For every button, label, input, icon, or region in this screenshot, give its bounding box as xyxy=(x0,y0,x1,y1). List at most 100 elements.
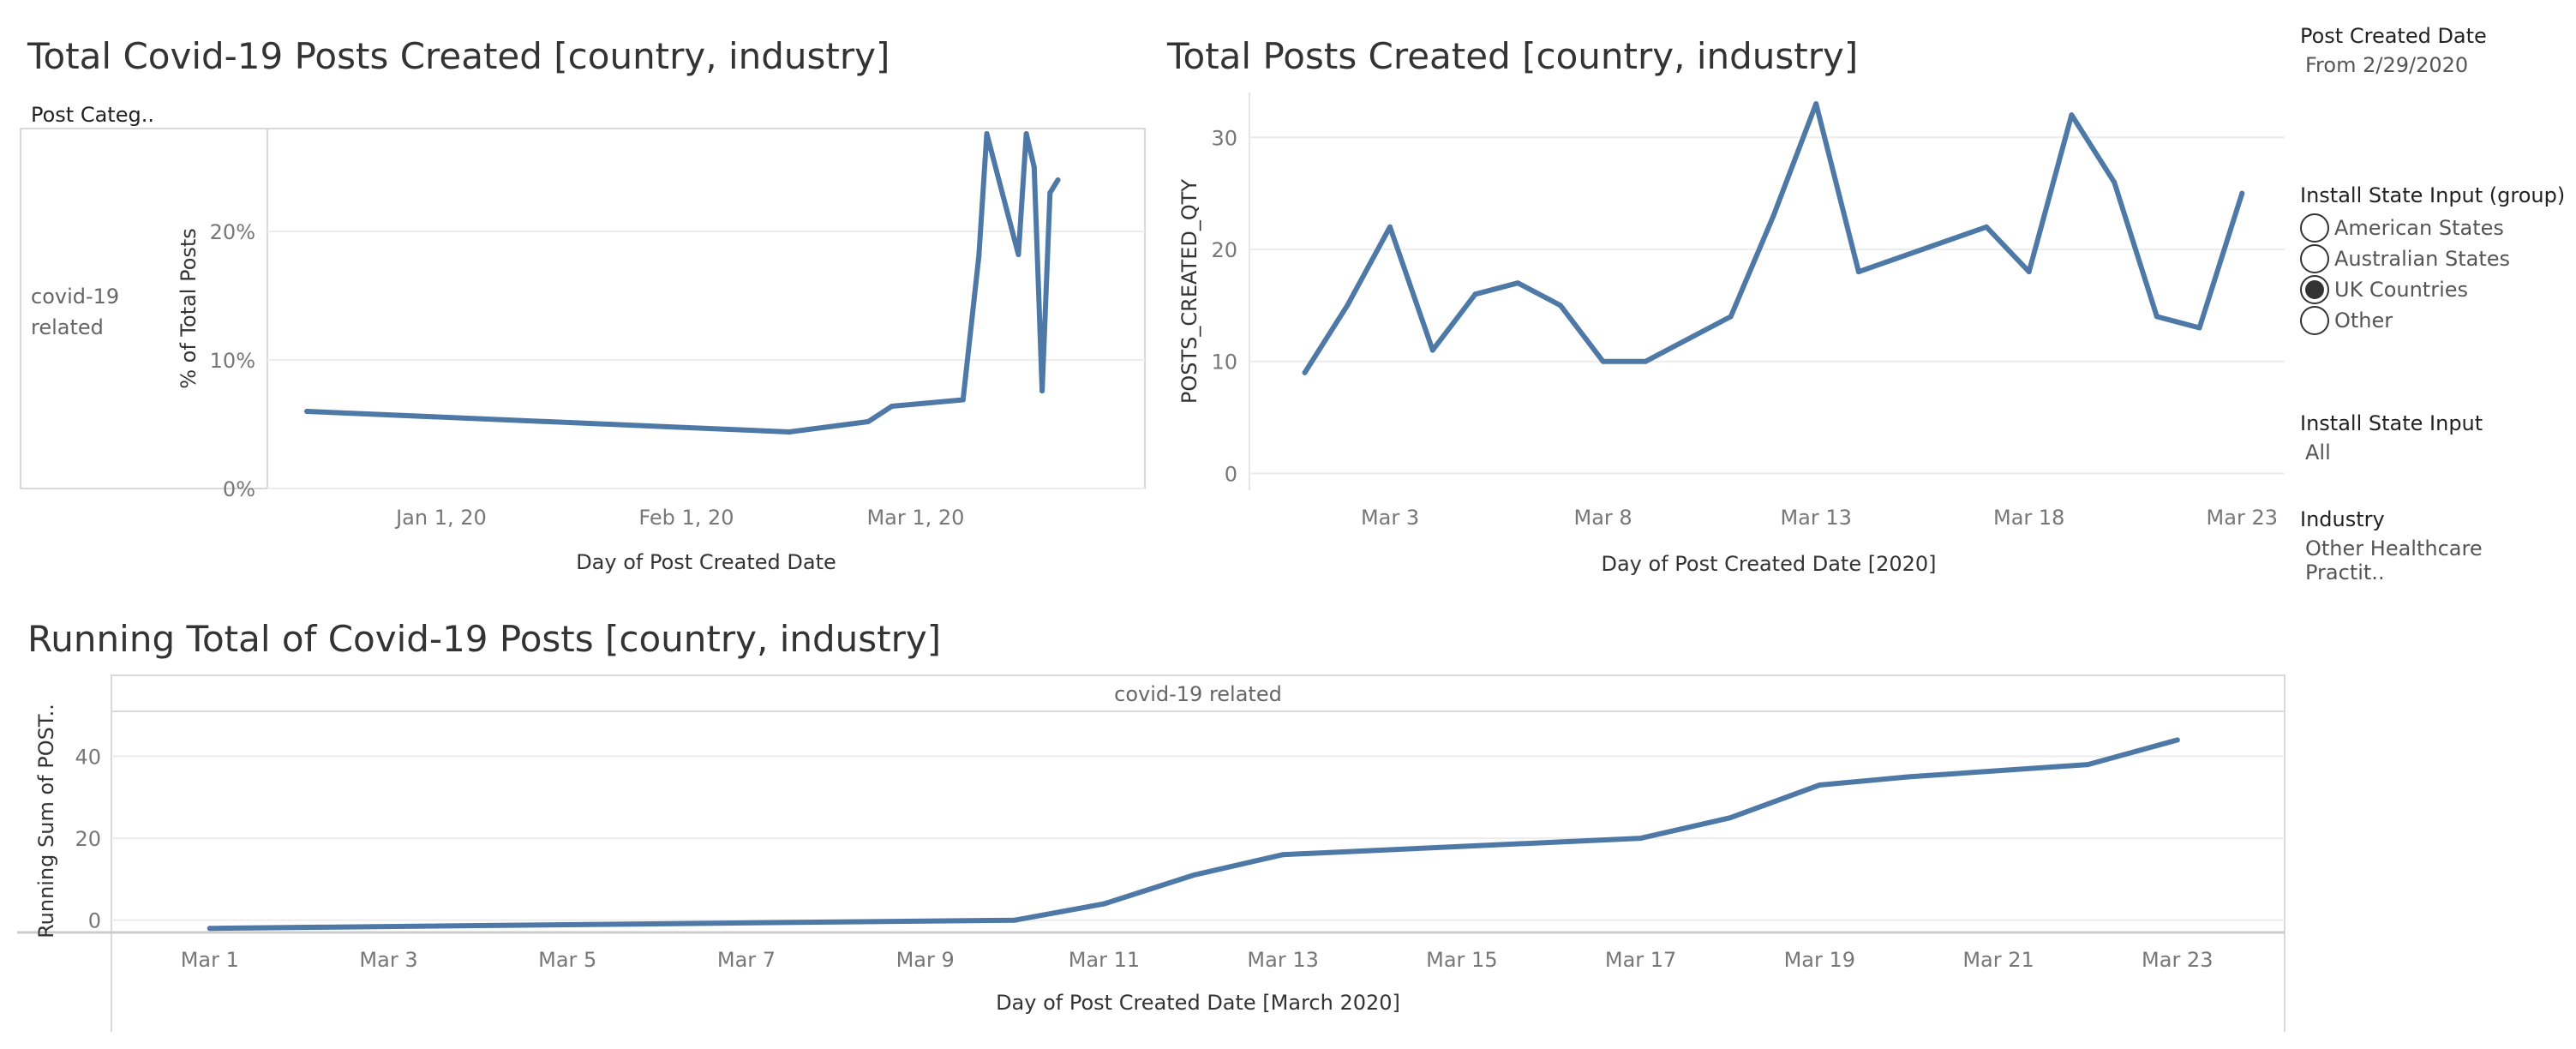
radio-icon[interactable] xyxy=(2300,306,2329,335)
filter-install-state[interactable]: Install State Input All xyxy=(2300,411,2483,465)
radio-option-australian-states[interactable]: Australian States xyxy=(2300,243,2565,274)
row-label-line-1: covid-19 xyxy=(31,285,119,309)
data-point-pct[interactable] xyxy=(786,429,792,435)
data-point-pct[interactable] xyxy=(889,404,895,409)
radio-option-other[interactable]: Other xyxy=(2300,305,2565,336)
y-tick-label: 20 xyxy=(75,827,101,851)
filter-title: Install State Input (group) xyxy=(2300,183,2566,207)
filter-value[interactable]: From 2/29/2020 xyxy=(2305,53,2469,77)
x-tick-label: Mar 1, 20 xyxy=(866,506,964,530)
x-tick-label: Mar 8 xyxy=(1574,506,1632,530)
data-point-total[interactable] xyxy=(1302,369,1308,375)
filter-value[interactable]: All xyxy=(2305,441,2331,465)
chart-pct-of-total: Total Covid-19 Posts Created [country, i… xyxy=(20,35,1146,574)
data-point-total[interactable] xyxy=(1557,303,1563,309)
series-line-pct xyxy=(304,131,1061,435)
data-point-running[interactable] xyxy=(207,926,213,932)
x-axis-label-total: Day of Post Created Date [2020] xyxy=(1601,552,1936,576)
x-tick-label: Mar 19 xyxy=(1784,948,1855,972)
data-point-total[interactable] xyxy=(1472,291,1478,297)
data-point-total[interactable] xyxy=(2239,190,2245,196)
y-tick-label: 0 xyxy=(88,909,101,933)
data-point-pct[interactable] xyxy=(1031,165,1037,170)
y-tick-label: 0% xyxy=(223,477,255,501)
data-point-pct[interactable] xyxy=(1023,131,1029,136)
data-point-running[interactable] xyxy=(1280,852,1286,858)
data-point-total[interactable] xyxy=(1345,303,1351,309)
filter-industry[interactable]: Industry Other Healthcare Practit.. xyxy=(2300,507,2566,584)
data-point-total[interactable] xyxy=(2026,269,2032,275)
data-point-total[interactable] xyxy=(1984,224,1990,230)
radio-option-uk-countries[interactable]: UK Countries xyxy=(2300,274,2565,305)
data-point-running[interactable] xyxy=(1906,774,1912,780)
x-tick-label: Mar 3 xyxy=(1361,506,1419,530)
data-point-pct[interactable] xyxy=(984,131,990,136)
data-point-running[interactable] xyxy=(1727,815,1733,821)
y-axis-label-running: Running Sum of POST.. xyxy=(34,704,58,938)
data-point-total[interactable] xyxy=(2069,112,2075,118)
data-point-running[interactable] xyxy=(2085,762,2091,768)
radio-selected-icon[interactable] xyxy=(2300,275,2329,304)
data-point-total[interactable] xyxy=(1643,358,1649,364)
x-tick-label: Mar 9 xyxy=(896,948,955,972)
data-point-total[interactable] xyxy=(1770,213,1776,219)
data-point-total[interactable] xyxy=(1515,280,1521,286)
x-tick-label: Mar 18 xyxy=(1993,506,2064,530)
radio-label: Australian States xyxy=(2334,247,2511,271)
data-point-total[interactable] xyxy=(2196,325,2202,331)
data-point-pct[interactable] xyxy=(1055,177,1061,183)
radio-label: American States xyxy=(2334,216,2504,240)
x-tick-label: Mar 13 xyxy=(1247,948,1318,972)
data-point-total[interactable] xyxy=(1686,336,1692,342)
y-tick-label: 30 xyxy=(1211,126,1237,150)
x-tick-label: Mar 23 xyxy=(2142,948,2213,972)
data-point-running[interactable] xyxy=(1012,917,1018,923)
y-tick-label: 20 xyxy=(1211,238,1237,262)
x-tick-label: Mar 1 xyxy=(181,948,239,972)
data-point-total[interactable] xyxy=(1387,224,1393,230)
x-tick-label: Mar 3 xyxy=(359,948,417,972)
x-tick-label: Jan 1, 20 xyxy=(394,506,487,530)
column-header-box xyxy=(111,674,2285,712)
filter-value[interactable]: Other Healthcare Practit.. xyxy=(2305,536,2483,584)
data-point-total[interactable] xyxy=(1600,358,1606,364)
data-point-running[interactable] xyxy=(1101,901,1107,907)
filter-title: Post Created Date xyxy=(2300,24,2487,48)
data-point-running[interactable] xyxy=(2174,737,2180,743)
data-point-running[interactable] xyxy=(1817,782,1823,788)
data-point-total[interactable] xyxy=(1855,269,1861,275)
data-point-pct[interactable] xyxy=(866,419,872,424)
series-line-total xyxy=(1302,101,2245,375)
data-point-total[interactable] xyxy=(2112,179,2118,185)
data-point-pct[interactable] xyxy=(960,397,966,403)
chart-total-posts: Total Posts Created [country, industry] … xyxy=(1166,35,2285,576)
radio-icon[interactable] xyxy=(2300,213,2329,243)
data-point-total[interactable] xyxy=(1813,101,1819,107)
y-tick-label: 20% xyxy=(210,220,255,244)
x-tick-label: Mar 21 xyxy=(1962,948,2034,972)
data-point-total[interactable] xyxy=(1429,347,1435,353)
chart-title-total: Total Posts Created [country, industry] xyxy=(1166,35,1858,77)
x-tick-label: Mar 13 xyxy=(1780,506,1851,530)
data-point-running[interactable] xyxy=(1190,872,1196,878)
chart-title-running: Running Total of Covid-19 Posts [country… xyxy=(27,618,941,660)
data-point-pct[interactable] xyxy=(1015,252,1021,257)
x-tick-label: Mar 17 xyxy=(1605,948,1676,972)
row-label-line-2: related xyxy=(31,315,104,339)
data-point-pct[interactable] xyxy=(304,409,310,414)
filter-post-created-date[interactable]: Post Created Date From 2/29/2020 xyxy=(2300,24,2487,77)
radio-icon[interactable] xyxy=(2300,244,2329,273)
data-point-pct[interactable] xyxy=(1039,388,1045,393)
radio-option-american-states[interactable]: American States xyxy=(2300,213,2565,243)
x-tick-label: Mar 5 xyxy=(538,948,596,972)
data-point-total[interactable] xyxy=(2154,314,2160,320)
data-point-pct[interactable] xyxy=(1047,190,1053,195)
x-axis-label-running: Day of Post Created Date [March 2020] xyxy=(996,991,1400,1015)
data-point-total[interactable] xyxy=(1728,314,1734,320)
data-point-pct[interactable] xyxy=(976,253,982,259)
y-axis-label-total: POSTS_CREATED_QTY xyxy=(1177,179,1201,405)
radio-label: Other xyxy=(2334,309,2393,333)
data-point-running[interactable] xyxy=(1638,836,1644,842)
row-header: Post Categ.. xyxy=(31,103,154,127)
